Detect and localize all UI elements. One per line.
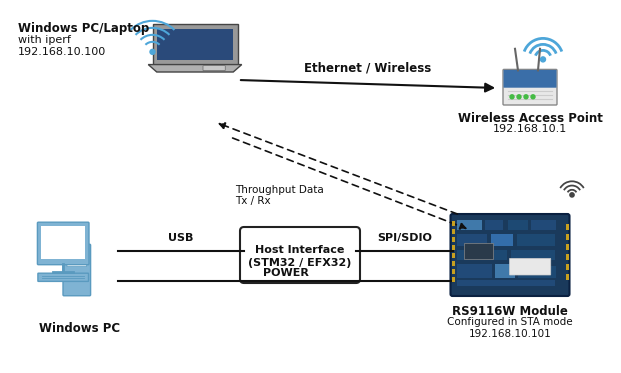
FancyBboxPatch shape — [153, 24, 237, 65]
Text: USB: USB — [168, 233, 194, 243]
Bar — [566, 234, 568, 240]
Text: Windows PC: Windows PC — [40, 322, 120, 335]
Text: with iperf: with iperf — [18, 35, 71, 45]
FancyBboxPatch shape — [494, 264, 515, 278]
Text: 192.168.10.100: 192.168.10.100 — [18, 47, 106, 57]
Bar — [566, 224, 568, 230]
FancyBboxPatch shape — [484, 220, 502, 230]
Circle shape — [570, 193, 574, 197]
FancyBboxPatch shape — [491, 234, 512, 246]
Bar — [451, 277, 455, 282]
Circle shape — [510, 95, 514, 99]
FancyBboxPatch shape — [456, 264, 491, 278]
Text: SPI/SDIO: SPI/SDIO — [377, 233, 432, 243]
FancyBboxPatch shape — [456, 234, 486, 246]
Circle shape — [150, 49, 155, 54]
FancyBboxPatch shape — [507, 220, 527, 230]
FancyBboxPatch shape — [456, 220, 481, 230]
FancyBboxPatch shape — [156, 28, 233, 60]
Bar — [451, 245, 455, 250]
Circle shape — [531, 95, 535, 99]
FancyBboxPatch shape — [67, 264, 86, 267]
Bar — [451, 221, 455, 226]
FancyBboxPatch shape — [517, 266, 556, 278]
Bar — [451, 261, 455, 266]
Text: 192.168.10.101: 192.168.10.101 — [469, 329, 551, 339]
FancyBboxPatch shape — [517, 234, 555, 246]
Circle shape — [517, 95, 521, 99]
Text: Tx / Rx: Tx / Rx — [235, 196, 271, 206]
Bar — [566, 254, 568, 260]
FancyBboxPatch shape — [37, 222, 89, 265]
FancyBboxPatch shape — [203, 66, 225, 70]
FancyBboxPatch shape — [38, 273, 89, 281]
Bar — [566, 274, 568, 280]
FancyBboxPatch shape — [464, 243, 492, 259]
FancyBboxPatch shape — [456, 280, 555, 286]
FancyBboxPatch shape — [240, 227, 360, 283]
Text: Configured in STA mode: Configured in STA mode — [447, 317, 573, 327]
Bar — [566, 264, 568, 270]
Circle shape — [540, 57, 545, 62]
Text: Host Interface: Host Interface — [255, 245, 345, 255]
Text: RS9116W Module: RS9116W Module — [452, 305, 568, 318]
Text: Throughput Data: Throughput Data — [235, 185, 324, 195]
Bar — [566, 244, 568, 250]
Text: Wireless Access Point: Wireless Access Point — [458, 112, 602, 125]
Text: POWER: POWER — [263, 268, 309, 278]
Bar — [451, 229, 455, 234]
Circle shape — [524, 95, 528, 99]
FancyBboxPatch shape — [42, 226, 85, 259]
FancyBboxPatch shape — [530, 220, 556, 230]
FancyBboxPatch shape — [510, 250, 555, 260]
Text: 192.168.10.1: 192.168.10.1 — [493, 124, 567, 134]
FancyBboxPatch shape — [63, 244, 91, 296]
FancyBboxPatch shape — [67, 258, 86, 261]
FancyBboxPatch shape — [509, 258, 551, 275]
FancyBboxPatch shape — [504, 70, 556, 88]
Text: (STM32 / EFX32): (STM32 / EFX32) — [248, 258, 351, 268]
Text: Windows PC/Laptop: Windows PC/Laptop — [18, 22, 149, 35]
FancyBboxPatch shape — [503, 69, 557, 105]
FancyBboxPatch shape — [456, 250, 507, 260]
Bar — [451, 237, 455, 242]
Bar — [451, 269, 455, 274]
Polygon shape — [148, 65, 242, 72]
FancyBboxPatch shape — [450, 214, 569, 296]
Bar — [451, 253, 455, 258]
Text: Ethernet / Wireless: Ethernet / Wireless — [304, 62, 432, 75]
